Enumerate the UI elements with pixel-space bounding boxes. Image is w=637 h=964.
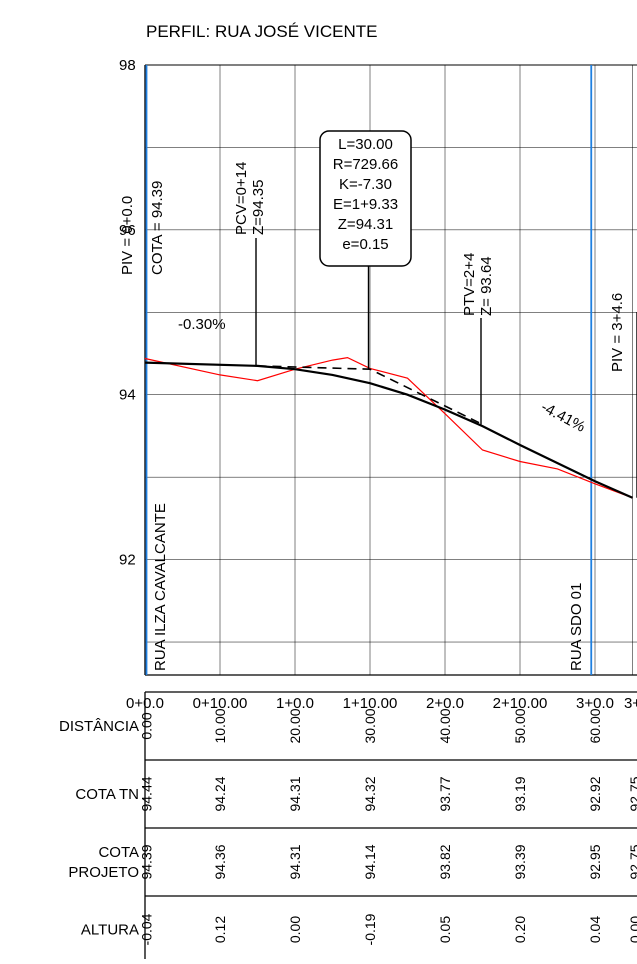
y-tick-label: 96 [119, 222, 136, 239]
table-cell: 94.44 [139, 776, 155, 811]
curve-info-line: R=729.66 [333, 156, 398, 173]
table-cell: 94.31 [287, 776, 303, 811]
table-cell: 92.75 [627, 776, 637, 811]
table-cell: -0.19 [362, 913, 378, 945]
y-tick-label: 94 [119, 387, 136, 404]
x-tick-label: 3+ [624, 695, 637, 712]
row-label: COTA TN [75, 786, 139, 803]
x-tick-label: 3+0.0 [576, 695, 614, 712]
y-tick-label: 98 [119, 57, 136, 74]
table-cell: 94.32 [362, 776, 378, 811]
x-tick-label: 2+0.0 [426, 695, 464, 712]
pcv-elevation-label: Z=94.35 [250, 180, 267, 235]
vertical-tangent-line [257, 365, 483, 426]
table-cell: 94.31 [287, 844, 303, 879]
table-cell: 93.39 [512, 844, 528, 879]
project-grade-line [144, 361, 633, 499]
curve-info-line: K=-7.30 [339, 176, 392, 193]
profile-title: PERFIL: RUA JOSÉ VICENTE [146, 22, 377, 41]
data-table: DISTÂNCIA 0.00 10.00 20.00 30.00 40.00 50.00 60… [59, 691, 637, 964]
slope-label-1: -0.30% [178, 316, 226, 333]
station-markers [145, 65, 593, 675]
x-tick-label: 0+10.00 [193, 695, 248, 712]
table-cell: -0.04 [139, 913, 155, 945]
table-cell: 0.05 [437, 916, 453, 943]
curve-info-line: E=1+9.33 [333, 196, 398, 213]
table-cell: 10.00 [212, 708, 228, 743]
pcv-station-label: PCV=0+14 [233, 162, 250, 235]
row-label: ALTURA [81, 922, 139, 939]
row-label: COTA [98, 844, 139, 861]
table-cell: 0.12 [212, 916, 228, 943]
table-cell: 93.82 [437, 844, 453, 879]
table-cell: 20.00 [287, 708, 303, 743]
annotations: PIV = 0+0.0 COTA = 94.39 PCV=0+14 Z=94.35 PT… [119, 130, 637, 671]
table-cell: 0.00 [627, 916, 637, 943]
curve-info-line: L=30.00 [338, 136, 393, 153]
table-cell: 94.36 [212, 844, 228, 879]
row-label: PROJETO [68, 864, 139, 881]
x-tick-label: 1+0.0 [276, 695, 314, 712]
x-axis: 0+0.0 0+10.00 1+0.0 1+10.00 2+0.0 2+10.00 3+0.… [126, 695, 637, 712]
table-cell: 50.00 [512, 708, 528, 743]
table-cell: 93.19 [512, 776, 528, 811]
y-tick-label: 92 [119, 552, 136, 569]
ptv-elevation-label: Z= 93.64 [478, 256, 495, 316]
table-cell: 30.00 [362, 708, 378, 743]
table-cell: 92.75 [627, 844, 637, 879]
table-cell: 94.24 [212, 776, 228, 811]
table-cell: 0.00 [287, 916, 303, 943]
table-cell: 94.14 [362, 844, 378, 879]
table-cell: 0.04 [587, 916, 603, 943]
curve-info-box [319, 130, 412, 267]
street-left-label: RUA ILZA CAVALCANTE [152, 503, 169, 671]
table-cell: 94.39 [139, 844, 155, 879]
table-cell: 60.00 [587, 708, 603, 743]
terrain-line [144, 356, 633, 499]
table-cell: 92.95 [587, 844, 603, 879]
table-cell: 92.92 [587, 776, 603, 811]
table-cell: 0.00 [139, 712, 155, 739]
x-tick-label: 2+10.00 [493, 695, 548, 712]
piv-end-label: PIV = 3+4.6 [609, 293, 626, 372]
slope-label-2: -4.41% [538, 399, 588, 436]
row-label: DISTÂNCIA [59, 718, 139, 735]
curve-info-line: e=0.15 [342, 236, 388, 253]
piv-start-label: PIV = 0+0.0 [119, 196, 136, 275]
series-layer [144, 356, 633, 499]
x-tick-label: 1+10.00 [343, 695, 398, 712]
cota-start-label: COTA = 94.39 [149, 181, 166, 275]
curve-info-line: Z=94.31 [338, 216, 393, 233]
street-right-label: RUA SDO 01 [568, 583, 585, 671]
y-axis: 98 96 94 92 [119, 57, 136, 569]
ptv-station-label: PTV=2+4 [461, 253, 478, 316]
table-cell: 93.77 [437, 776, 453, 811]
table-cell: 0.20 [512, 916, 528, 943]
table-cell: 40.00 [437, 708, 453, 743]
